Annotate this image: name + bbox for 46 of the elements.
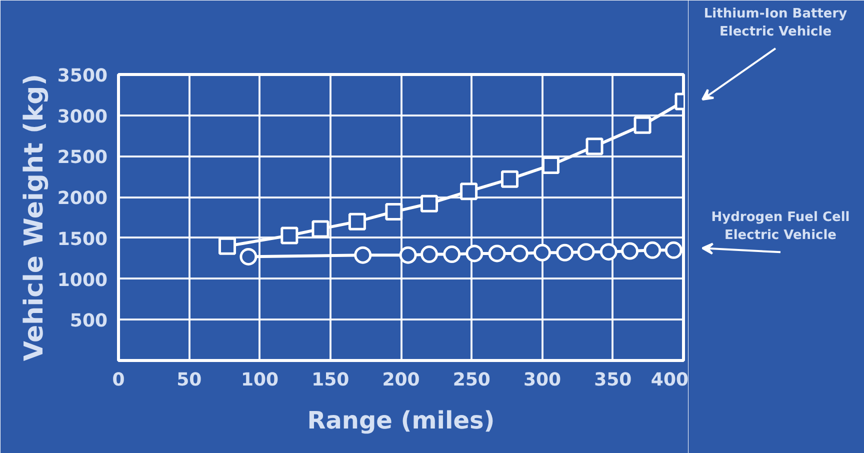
point bbox=[556, 244, 574, 262]
point bbox=[420, 246, 438, 264]
point bbox=[621, 242, 639, 260]
point bbox=[542, 156, 560, 174]
point bbox=[443, 246, 461, 264]
text: Lithium-Ion Battery Electric Vehicle bbox=[704, 6, 848, 40]
point bbox=[240, 248, 258, 266]
point bbox=[420, 194, 438, 212]
point bbox=[664, 241, 682, 259]
point bbox=[644, 241, 662, 259]
point bbox=[466, 244, 484, 262]
point bbox=[501, 170, 519, 188]
y-tick-label: 1500 bbox=[57, 228, 108, 250]
y-tick-label: 2500 bbox=[57, 147, 108, 168]
point bbox=[634, 116, 652, 134]
point bbox=[385, 203, 403, 221]
point bbox=[218, 237, 236, 255]
point bbox=[488, 244, 506, 262]
x-tick-label: 350 bbox=[594, 370, 632, 390]
y-tick-label: 3500 bbox=[57, 66, 108, 86]
point bbox=[577, 243, 595, 261]
y-tick-label: 2000 bbox=[57, 188, 108, 210]
point bbox=[510, 244, 528, 262]
x-tick-label: 100 bbox=[240, 370, 279, 390]
x-tick-label: 400 bbox=[650, 370, 689, 390]
y-tick-label: 500 bbox=[70, 310, 108, 332]
y-tick-label: 3000 bbox=[57, 106, 108, 128]
point bbox=[460, 182, 478, 200]
x-axis-title: Range (miles) bbox=[307, 406, 495, 434]
point bbox=[348, 212, 366, 230]
point bbox=[399, 246, 417, 264]
x-tick-label: 50 bbox=[176, 370, 202, 390]
x-tick-label: 150 bbox=[312, 370, 350, 390]
point bbox=[534, 244, 551, 262]
point bbox=[312, 220, 330, 238]
y-axis-title: Vehicle Weight (kg) bbox=[19, 74, 50, 362]
x-tick-label: 250 bbox=[452, 370, 490, 390]
text: Hydrogen Fuel Cell Electric Vehicle bbox=[711, 210, 850, 244]
x-tick-label: 200 bbox=[382, 370, 420, 390]
x-tick-label: 0 bbox=[112, 370, 125, 390]
point bbox=[600, 243, 618, 261]
point bbox=[586, 138, 604, 156]
point bbox=[280, 226, 298, 244]
x-tick-label: 300 bbox=[523, 370, 562, 390]
y-tick-label: 1000 bbox=[57, 270, 108, 291]
point bbox=[354, 246, 372, 264]
